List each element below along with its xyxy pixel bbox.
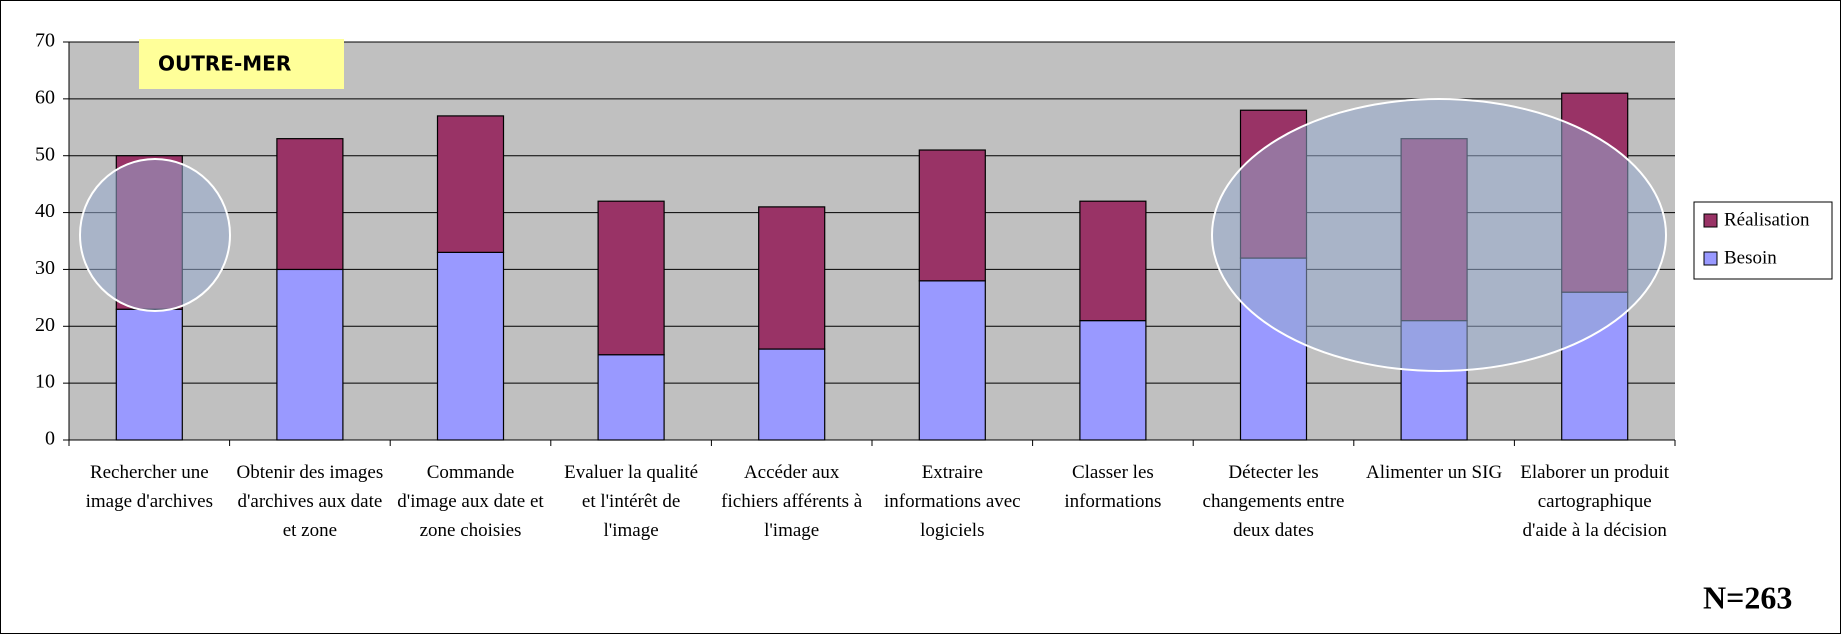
bar [276,138,344,271]
bar [436,251,505,441]
x-tick-label: Elaborer un produit cartographique d'aid… [1520,462,1670,541]
x-tick-label: Commande d'image aux date et zone choisi… [397,462,544,541]
bar [758,348,826,441]
legend-label: Réalisation [1724,209,1810,230]
y-tick-label: 40 [35,200,55,222]
bar [597,200,665,356]
bar [758,206,826,350]
highlight-ellipse [1211,98,1667,372]
legend-swatch [1703,213,1718,228]
legend-swatch [1703,251,1718,266]
x-tick-label: Détecter les changements entre deux date… [1202,462,1345,541]
x-tick-label: Obtenir des images d'archives aux date e… [236,462,384,541]
annotation: N=263 [1703,579,1792,615]
bar [276,268,344,441]
bar [115,308,183,441]
x-tick-label: Alimenter un SIG [1366,462,1503,483]
y-tick-label: 60 [35,86,55,108]
annotation-box [139,39,344,89]
x-tick-label: Accéder aux fichiers afférents à l'image [721,462,863,541]
x-tick-label: Extraire informations avec logiciels [883,462,1021,541]
bar [918,280,986,441]
legend-label: Besoin [1724,247,1777,268]
bar [1079,200,1147,322]
y-tick-label: 50 [35,143,55,165]
bar [597,354,665,441]
x-tick-label: Classer les informations [1064,462,1162,512]
bar [918,149,986,282]
annotation: OUTRE-MER [158,52,291,76]
y-tick-label: 30 [35,257,55,279]
bar [1079,320,1147,441]
bar [436,115,505,253]
y-tick-label: 20 [35,314,55,336]
y-tick-label: 0 [45,428,55,450]
y-tick-label: 10 [35,371,55,393]
y-tick-label: 70 [35,30,55,52]
highlight-ellipse [79,158,231,312]
x-tick-label: Rechercher une image d'archives [85,462,213,512]
x-tick-label: Evaluer la qualité et l'intérêt de l'ima… [564,462,699,541]
